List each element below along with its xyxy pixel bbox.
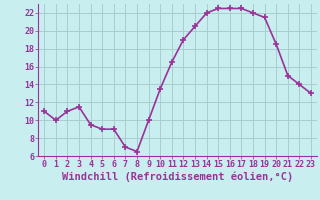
X-axis label: Windchill (Refroidissement éolien,°C): Windchill (Refroidissement éolien,°C) bbox=[62, 172, 293, 182]
